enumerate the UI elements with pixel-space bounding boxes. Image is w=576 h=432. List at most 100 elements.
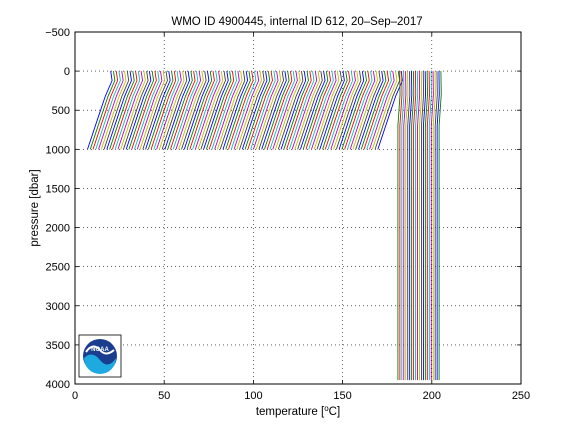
profile-line <box>161 71 188 150</box>
profile-line <box>299 71 326 150</box>
chart-title: WMO ID 4900445, internal ID 612, 20–Sep–… <box>171 16 422 28</box>
profile-line <box>192 71 218 150</box>
y-tick-label: 2000 <box>46 223 70 235</box>
profile-line <box>158 71 185 150</box>
profile-line <box>419 71 423 381</box>
profile-line <box>366 71 392 150</box>
profile-line <box>286 71 312 150</box>
profile-line <box>417 71 421 381</box>
profile-line <box>302 71 329 150</box>
profile-line <box>123 71 149 150</box>
profile-line <box>277 71 304 150</box>
profile-line <box>219 71 246 150</box>
profile-line <box>313 71 340 150</box>
profile-line <box>352 71 379 150</box>
profile-line <box>134 71 160 150</box>
profile-line <box>239 71 265 150</box>
profile-line <box>139 71 166 150</box>
profile-line <box>211 71 238 150</box>
profile-line <box>100 71 127 150</box>
profile-line <box>89 71 116 150</box>
profile-line <box>266 71 293 150</box>
profile-line <box>109 71 135 150</box>
profile-line <box>172 71 199 150</box>
profile-line <box>183 71 210 150</box>
grid-lines <box>75 32 521 384</box>
y-tick-label: 3500 <box>46 340 70 352</box>
x-tick-label: 200 <box>423 390 441 402</box>
profile-line <box>421 71 425 381</box>
profile-line <box>147 71 174 150</box>
profile-line <box>145 71 171 150</box>
profile-line <box>330 71 356 150</box>
y-tick-label: 0 <box>64 66 70 78</box>
profile-line <box>164 71 190 150</box>
profile-line <box>269 71 296 150</box>
x-tick-label: 0 <box>72 390 78 402</box>
profile-line <box>436 71 440 381</box>
y-tick-label: 2500 <box>46 262 70 274</box>
profile-line <box>208 71 235 150</box>
profile-line <box>288 71 315 150</box>
profile-line <box>114 71 141 150</box>
profile-line <box>280 71 307 150</box>
profile-line <box>407 71 411 381</box>
profile-line <box>411 71 415 381</box>
profile-line <box>335 71 362 150</box>
y-tick-label: 500 <box>52 105 70 117</box>
profile-line <box>401 71 405 381</box>
profile-line <box>358 71 384 150</box>
profile-line <box>355 71 381 150</box>
profile-line <box>87 71 113 150</box>
profile-line <box>346 71 373 150</box>
profile-line <box>424 71 428 381</box>
profile-line <box>205 71 232 150</box>
profile-line <box>409 71 413 381</box>
profile-line <box>333 71 359 150</box>
y-axis-ticks: −500 0 500 1000 1500 2000 2500 3000 3500 4000 <box>45 27 521 391</box>
profile-line <box>194 71 221 150</box>
profile-line <box>369 71 395 150</box>
profile-line <box>247 71 273 150</box>
profile-line <box>95 71 121 150</box>
noaa-logo-text: NOAA <box>91 347 109 353</box>
profile-line <box>338 71 365 150</box>
profile-line <box>344 71 370 150</box>
profile-line <box>117 71 143 150</box>
profile-line <box>103 71 130 150</box>
profile-line <box>297 71 323 150</box>
profile-line <box>305 71 332 150</box>
profile-line <box>363 71 390 150</box>
profile-line <box>432 71 436 381</box>
profile-line <box>153 71 179 150</box>
profile-line <box>374 71 401 150</box>
x-tick-label: 250 <box>512 390 530 402</box>
profile-line <box>125 71 152 150</box>
profile-line <box>236 71 262 150</box>
profile-line <box>128 71 155 150</box>
profile-line <box>150 71 177 150</box>
profile-line <box>316 71 343 150</box>
profile-line <box>413 71 417 381</box>
profile-line <box>324 71 351 150</box>
profile-line <box>222 71 249 150</box>
profile-line <box>120 71 146 150</box>
profile-line <box>438 71 442 381</box>
profile-line <box>200 71 226 150</box>
y-tick-label: 4000 <box>46 379 70 391</box>
profile-line <box>228 71 254 150</box>
profile-line <box>403 71 407 381</box>
profile-line <box>131 71 157 150</box>
profile-line <box>197 71 224 150</box>
profile-line <box>415 71 419 381</box>
profile-line <box>283 71 309 150</box>
y-tick-label: 1000 <box>46 144 70 156</box>
profile-line <box>258 71 285 150</box>
profile-line <box>111 71 138 150</box>
y-tick-label: 3000 <box>46 301 70 313</box>
profile-line <box>349 71 376 150</box>
profile-line <box>203 71 229 150</box>
x-tick-label: 150 <box>333 390 351 402</box>
profile-line <box>275 71 301 150</box>
